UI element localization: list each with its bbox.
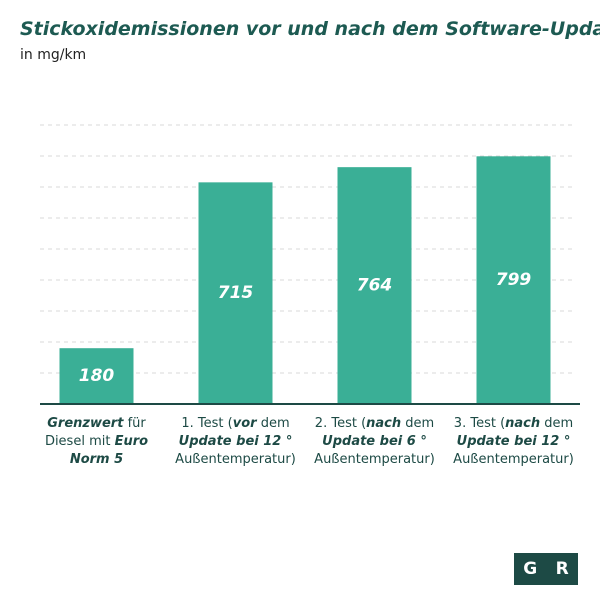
label-part: dem [256, 416, 290, 431]
x-tick-label: 1. Test (vor dem Update bei 12 ° Außente… [172, 415, 300, 469]
value-label: 764 [357, 276, 393, 296]
logo: G R [514, 553, 578, 585]
chart-title: Stickoxidemissionen vor und nach dem Sof… [20, 18, 600, 40]
label-part: 1. Test ( [181, 416, 233, 431]
bar [476, 156, 551, 404]
x-tick-label: 2. Test (nach dem Update bei 6 ° Außente… [311, 415, 439, 469]
chart-subtitle: in mg/km [20, 47, 87, 63]
label-part: nach [366, 416, 402, 431]
label-part: vor [232, 416, 257, 431]
bar [337, 167, 412, 404]
label-part: Außentemperatur) [314, 452, 435, 467]
value-label: 799 [496, 270, 532, 290]
label-part: dem [540, 416, 574, 431]
value-label: 715 [218, 283, 254, 303]
label-part: Update bei 12 ° [456, 434, 571, 449]
label-part: 3. Test ( [453, 416, 506, 431]
logo-letter: G [523, 559, 538, 579]
label-part: Grenzwert [47, 416, 124, 431]
logo-letter: R [555, 559, 569, 579]
label-part: Update bei 12 ° [178, 434, 293, 449]
x-tick-label: Grenzwert für Diesel mit Euro Norm 5 [33, 415, 161, 469]
label-part: 2. Test ( [314, 416, 367, 431]
label-part: Update bei 6 ° [322, 434, 427, 449]
label-part: Außentemperatur) [453, 452, 574, 467]
label-part: für Diesel mit [44, 416, 146, 449]
bar [59, 348, 134, 404]
label-part: Euro Norm 5 [69, 434, 149, 467]
label-part: Außentemperatur) [175, 452, 296, 467]
label-part: nach [505, 416, 541, 431]
bar [198, 182, 273, 404]
value-label: 180 [79, 366, 115, 386]
x-tick-label: 3. Test (nach dem Update bei 12 ° Außent… [450, 415, 578, 469]
label-part: dem [401, 416, 435, 431]
